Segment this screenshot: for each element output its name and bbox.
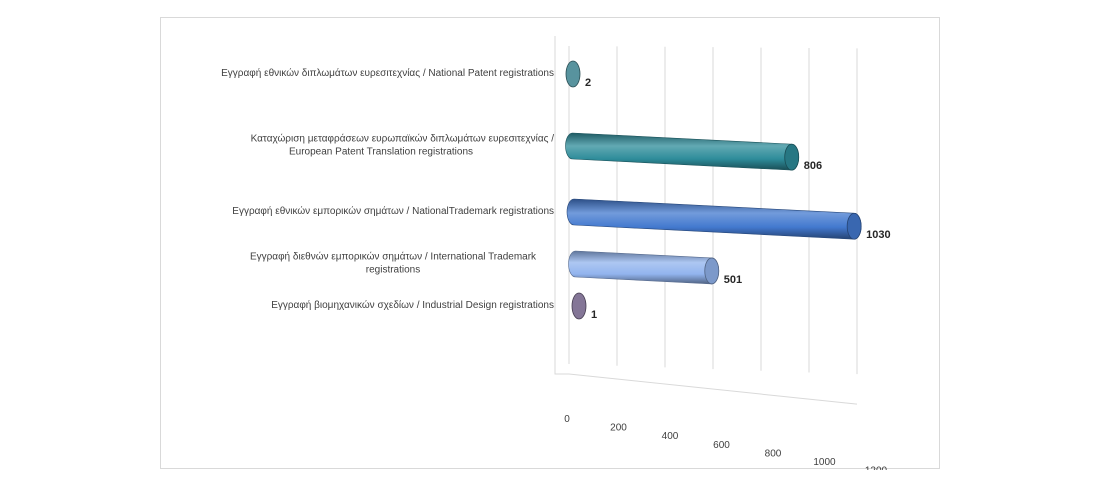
bar-body [568,250,720,285]
bar-end-cap [565,60,581,88]
x-tick-label: 600 [713,440,730,451]
bar-chart: 2 Εγγραφή εθνικών διπλωμάτων ευρεσιτεχνία… [221,36,891,470]
x-tick-label: 800 [765,448,782,459]
bar-4 [571,292,587,320]
x-tick-label: 200 [610,423,627,434]
data-label: 501 [724,274,742,286]
chart-area: 2 Εγγραφή εθνικών διπλωμάτων ευρεσιτεχνία… [160,17,940,470]
data-label: 1030 [866,229,890,241]
left-wall-edge [554,36,569,375]
category-label: Εγγραφή εθνικών εμπορικών σημάτων / Nati… [232,205,554,217]
x-tick-label: 1200 [865,466,888,470]
category-label: Εγγραφή διεθνών εμπορικών σημάτων / Inte… [250,251,537,263]
bar-end-cap [704,257,720,285]
bar-2 [566,198,862,240]
bar-3 [568,250,720,285]
bar-end-cap [571,292,587,320]
bars [565,60,862,320]
category-label: Εγγραφή βιομηχανικών σχεδίων / Industria… [271,299,554,311]
data-label: 2 [585,77,591,89]
x-tick-label: 400 [662,431,679,442]
x-tick-label: 1000 [813,457,836,468]
data-label: 1 [591,309,597,321]
bar-1 [565,132,800,171]
bar-end-cap [784,143,800,171]
bar-body [566,198,862,240]
x-tick-label: 0 [564,414,570,425]
category-label: Καταχώριση μεταφράσεων ευρωπαϊκών διπλωμ… [251,133,555,145]
bar-body [565,132,800,171]
category-label: Εγγραφή εθνικών διπλωμάτων ευρεσιτεχνίας… [221,67,554,79]
data-label: 806 [804,160,822,172]
category-label: European Patent Translation registration… [289,147,473,158]
labels: 2 Εγγραφή εθνικών διπλωμάτων ευρεσιτεχνία… [221,67,891,321]
bar-end-cap [846,212,862,240]
x-axis-ticks: 0 200 400 600 800 1000 1200 [564,414,887,470]
category-label: registrations [366,265,420,276]
floor-edge [568,373,858,405]
bar-0 [565,60,581,88]
